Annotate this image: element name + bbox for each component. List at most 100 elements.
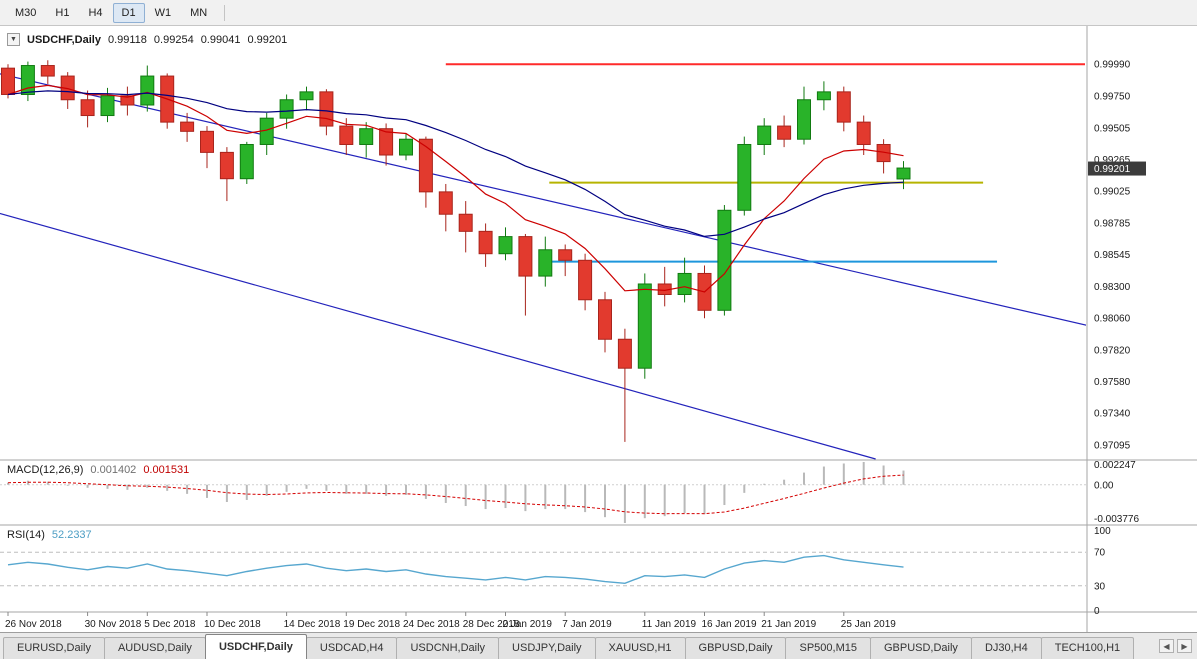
macd-histogram-bar	[265, 484, 268, 496]
chart-tab-sp500-m15[interactable]: SP500,M15	[785, 637, 871, 659]
macd-histogram-bar	[882, 465, 885, 485]
rsi-axis-label: 100	[1094, 526, 1111, 537]
macd-histogram-bar	[723, 484, 726, 506]
candle-body	[598, 299, 612, 340]
rsi-axis-label: 70	[1094, 548, 1106, 559]
macd-histogram-bar	[842, 463, 845, 485]
chart-tabs-bar: EURUSD,Daily AUDUSD,Daily USDCHF,Daily USDC…	[0, 632, 1197, 659]
date-axis-label: 25 Jan 2019	[841, 619, 896, 630]
price-axis-label: 0.99025	[1094, 187, 1131, 198]
macd-histogram-bar	[623, 484, 626, 523]
chart-collapse-button[interactable]: ▼	[7, 33, 20, 46]
chart-tab-xauusd-h1[interactable]: XAUUSD,H1	[594, 637, 686, 659]
candle-body	[1, 67, 15, 95]
rsi-value: 52.2337	[51, 529, 92, 541]
candle-body	[438, 191, 453, 215]
macd-histogram-bar	[166, 484, 169, 491]
candle-body	[40, 65, 55, 77]
date-axis-label: 30 Nov 2018	[85, 619, 142, 630]
channel-lower-line[interactable]	[0, 212, 876, 460]
rsi-line	[7, 554, 904, 585]
timeframe-button-h1[interactable]: H1	[55, 6, 70, 19]
rsi-axis-label: 30	[1094, 581, 1106, 592]
price-axis-label: 0.97820	[1094, 345, 1131, 356]
macd-histogram-bar	[285, 484, 288, 492]
candle-body	[80, 99, 95, 117]
date-axis-label: 14 Dec 2018	[284, 619, 341, 630]
chart-tab-usdcnh-daily[interactable]: USDCNH,Daily	[396, 637, 500, 659]
date-axis-label: 11 Jan 2019	[642, 619, 697, 630]
channel-upper-line[interactable]	[0, 73, 1118, 332]
macd-histogram-bar	[464, 484, 467, 507]
macd-label: MACD(12,26,9)	[7, 464, 84, 476]
chart-high-value: 0.99254	[153, 33, 194, 46]
macd-value: 0.001402	[90, 464, 137, 476]
price-axis-label: 0.99505	[1094, 124, 1131, 135]
candle-body	[180, 121, 195, 132]
price-axis-label: 0.98545	[1094, 250, 1131, 261]
candle-body	[578, 259, 593, 301]
candle-body	[359, 128, 374, 145]
macd-histogram-bar	[584, 484, 587, 513]
macd-histogram-bar	[7, 482, 9, 485]
candle-body	[200, 130, 214, 153]
timeframe-button-mn[interactable]: MN	[190, 6, 208, 19]
candle-body	[100, 95, 115, 117]
current-price-value: 0.99201	[1094, 164, 1131, 175]
macd-histogram-bar	[663, 484, 666, 517]
chart-tabs: EURUSD,Daily AUDUSD,Daily USDCHF,Daily USDC…	[3, 634, 1135, 659]
macd-indicator-header: MACD(12,26,9) 0.001402 0.001531	[7, 464, 189, 476]
chart-tab-gbpusd-daily[interactable]: GBPUSD,Daily	[684, 637, 787, 659]
macd-axis-label: 0.00	[1094, 480, 1114, 491]
macd-histogram-bar	[763, 483, 766, 485]
macd-histogram-bar	[66, 484, 69, 486]
date-axis-label: 2 Jan 2019	[503, 619, 553, 630]
macd-histogram-bar	[225, 484, 228, 502]
macd-histogram-bar	[544, 484, 547, 510]
chart-tab-audusd-daily[interactable]: AUDUSD,Daily	[103, 637, 206, 659]
timeframe-button-d1[interactable]: D1	[112, 2, 145, 23]
tabs-scroll-left-button[interactable]: ◀	[1159, 639, 1174, 653]
macd-histogram-bar	[146, 484, 149, 488]
macd-signal-value: 0.001531	[143, 464, 190, 476]
ma-fast-red	[7, 84, 904, 293]
macd-histogram-bar	[862, 462, 865, 485]
chart-tab-eurusd-daily[interactable]: EURUSD,Daily	[3, 637, 105, 659]
macd-histogram-bar	[345, 484, 348, 494]
macd-histogram-bar	[444, 484, 447, 503]
chart-tab-dj30-h4[interactable]: DJ30,H4	[970, 637, 1042, 659]
timeframe-button-group: M30 H1 H4 D1 W1 MN	[6, 2, 217, 23]
candle-body	[677, 272, 692, 296]
candle-body	[458, 213, 473, 232]
chart-tab-usdjpy-daily[interactable]: USDJPY,Daily	[498, 637, 596, 659]
macd-histogram-bar	[643, 484, 646, 519]
macd-histogram-bar	[86, 484, 89, 488]
chart-tab-gbpusd-daily[interactable]: GBPUSD,Daily	[869, 637, 972, 659]
macd-histogram-bar	[424, 484, 427, 499]
chart-tab-usdcad-h4[interactable]: USDCAD,H4	[305, 637, 398, 659]
macd-axis-label: -0.003776	[1094, 514, 1139, 525]
chart-tab-tech100-h1[interactable]: TECH100,H1	[1040, 637, 1135, 659]
price-axis-label: 0.98300	[1094, 282, 1131, 293]
timeframe-button-m30[interactable]: M30	[15, 6, 37, 19]
candle-body	[617, 338, 632, 369]
candle-body	[140, 75, 155, 106]
candle-body	[757, 125, 772, 145]
macd-histogram-bar	[186, 484, 189, 494]
macd-histogram-bar	[564, 484, 567, 510]
macd-histogram-bar	[126, 484, 129, 490]
candle-body	[518, 236, 533, 277]
macd-histogram-bar	[743, 484, 746, 493]
candle-body	[299, 91, 314, 101]
chart-tab-usdchf-daily[interactable]: USDCHF,Daily	[204, 634, 307, 659]
candle-body	[896, 167, 911, 180]
candle-body	[538, 249, 553, 277]
macd-histogram-bar	[26, 480, 29, 485]
timeframe-button-w1[interactable]: W1	[154, 6, 172, 19]
macd-histogram-bar	[822, 466, 825, 485]
timeframe-button-h4[interactable]: H4	[88, 6, 103, 19]
macd-histogram-bar	[504, 484, 507, 509]
tabs-scroll-right-button[interactable]: ▶	[1177, 639, 1192, 653]
